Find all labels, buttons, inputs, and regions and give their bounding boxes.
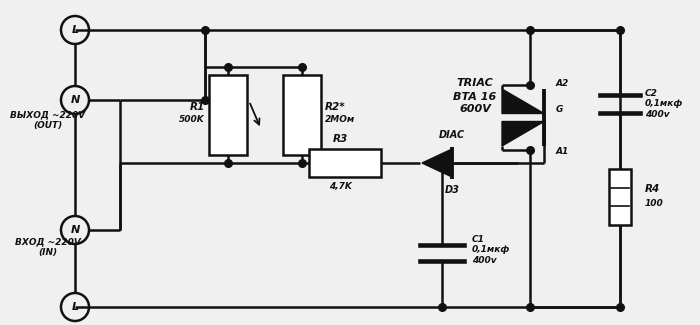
Polygon shape [502,122,544,146]
Text: A1: A1 [556,148,569,157]
Text: R4: R4 [645,184,660,194]
Text: ВЫХОД ~220V
(OUT): ВЫХОД ~220V (OUT) [10,110,85,130]
Text: D3: D3 [444,185,459,195]
Text: BTA 16: BTA 16 [454,92,496,102]
Text: N: N [71,225,80,235]
Text: C1
0,1мкф
400v: C1 0,1мкф 400v [472,235,510,265]
Text: R1: R1 [190,102,205,112]
Text: 600V: 600V [459,104,491,114]
Text: 500K: 500K [179,114,205,124]
Text: TRIAC: TRIAC [456,78,494,88]
Text: N: N [71,95,80,105]
Bar [309,149,381,177]
Polygon shape [502,89,544,113]
Text: R3: R3 [332,134,348,144]
Text: 4,7K: 4,7K [328,183,351,191]
Text: L: L [71,302,78,312]
Text: G: G [556,105,564,114]
Bar [209,75,247,155]
Text: ВХОД ~220V
(IN): ВХОД ~220V (IN) [15,237,81,257]
Text: DIAC: DIAC [439,130,465,140]
Text: A2: A2 [556,79,569,87]
Bar [283,75,321,155]
Text: 100: 100 [645,199,664,207]
Text: L: L [71,25,78,35]
Bar [609,169,631,225]
Text: C2
0,1мкф
400v: C2 0,1мкф 400v [645,89,683,119]
Text: R2*: R2* [325,102,346,112]
Polygon shape [422,149,452,177]
Text: 2МОм: 2МОм [325,114,355,124]
